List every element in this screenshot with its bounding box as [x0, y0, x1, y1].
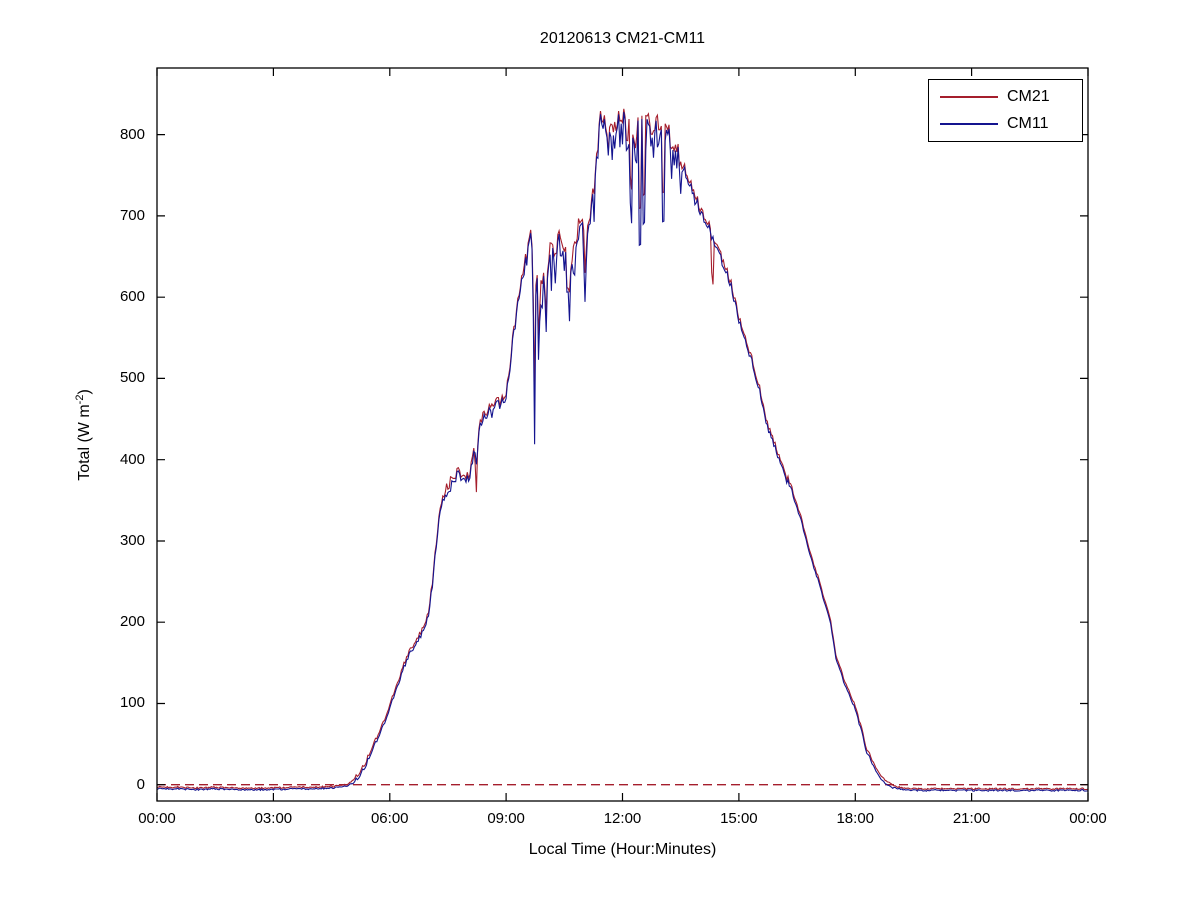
cm21-line	[156, 108, 1089, 791]
y-tick-label: 300	[119, 531, 145, 549]
y-tick-label: 700	[119, 206, 145, 224]
y-tick-label: 600	[119, 288, 145, 306]
y-tick-label: 100	[119, 694, 145, 712]
x-tick-label: 15:00	[720, 810, 758, 827]
y-tick-label: 400	[119, 450, 145, 468]
x-tick-label: 03:00	[254, 810, 293, 827]
axis-ticks	[156, 68, 1089, 801]
x-tick-label: 18:00	[836, 810, 875, 827]
y-axis-label-close: )	[76, 389, 94, 395]
x-tick-label: 00:00	[138, 810, 176, 827]
cm11-legend-label: CM11	[1007, 114, 1049, 132]
y-axis-label-exponent: -2	[73, 394, 86, 405]
x-tick-label: 12:00	[603, 810, 642, 827]
x-axis-label: Local Time (Hour:Minutes)	[528, 841, 717, 858]
y-tick-label: 500	[119, 369, 145, 387]
x-tick-label: 06:00	[370, 810, 409, 827]
x-tick-label: 00:00	[1069, 810, 1107, 827]
legend-entry-cm21: CM21	[929, 88, 1082, 106]
y-tick-label: 200	[119, 613, 145, 631]
chart-title: 20120613 CM21-CM11	[539, 30, 706, 47]
cm11-legend-line-sample	[940, 122, 998, 125]
x-tick-label: 21:00	[952, 810, 991, 827]
cm21-legend-label: CM21	[1007, 88, 1050, 106]
x-tick-label: 09:00	[487, 810, 525, 827]
y-tick-label: 0	[136, 775, 145, 793]
cm21-legend-line-sample	[940, 96, 998, 99]
y-axis-label-text: Total (W m	[76, 404, 94, 481]
cm11-line	[156, 111, 1089, 792]
plot-border	[156, 67, 1089, 802]
legend-entry-cm11: CM11	[929, 115, 1082, 133]
y-tick-label: 800	[119, 125, 145, 143]
legend: CM21 CM11	[928, 79, 1083, 142]
